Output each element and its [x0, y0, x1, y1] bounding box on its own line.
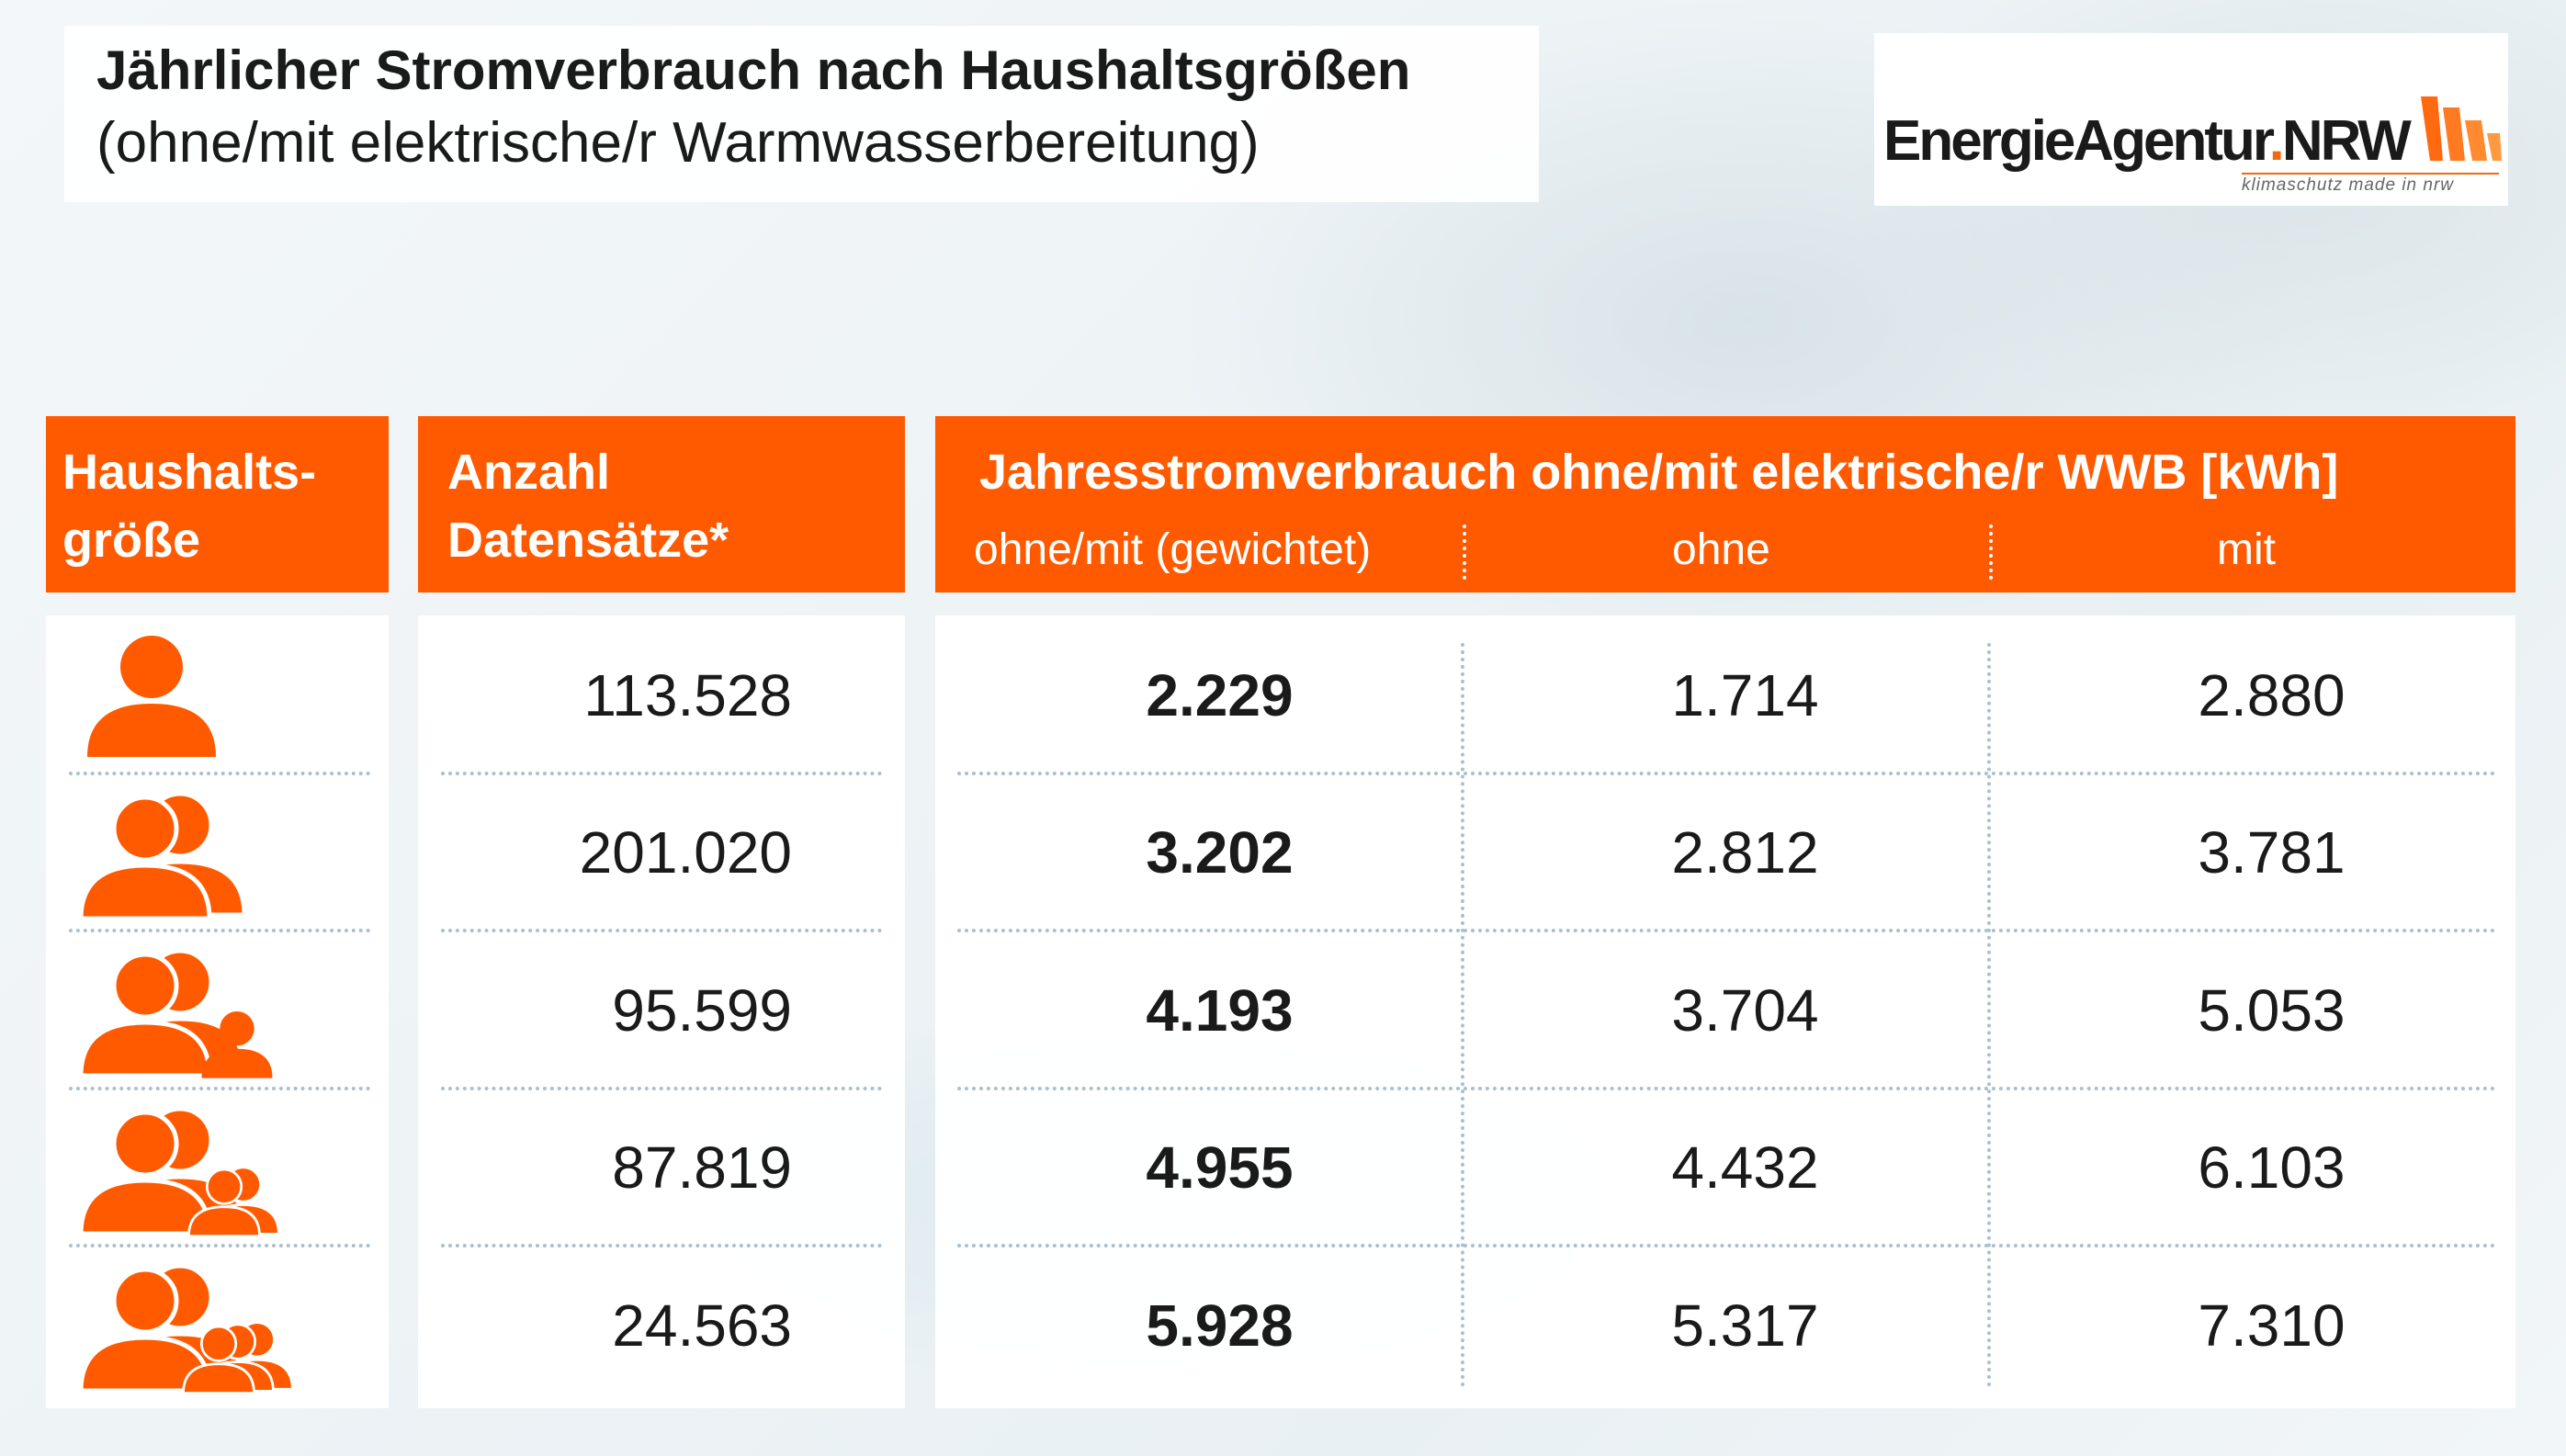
- header-household-size-line1: Haushalts-: [62, 445, 317, 500]
- household-size-icon: [64, 626, 367, 778]
- household-size-icon: [64, 942, 367, 1093]
- ohne-cell: 3.704: [1671, 976, 1819, 1044]
- weighted-cell: 4.193: [1146, 976, 1294, 1044]
- header-sub-weighted: ohne/mit (gewichtet): [974, 525, 1372, 574]
- row-separator: [69, 1244, 370, 1247]
- ohne-cell: 4.432: [1671, 1134, 1819, 1202]
- header-separator-2: [1989, 525, 1993, 580]
- row-separator: [957, 1086, 2496, 1090]
- row-separator: [69, 771, 370, 775]
- weighted-cell: 2.229: [1146, 661, 1294, 728]
- header-consumption-title: Jahresstromverbrauch ohne/mit elektrisch…: [979, 445, 2339, 500]
- person-2-icon: [78, 791, 247, 920]
- title-box: [64, 26, 1539, 202]
- records-cell: 24.563: [612, 1292, 792, 1359]
- header-records-line2: Datensätze*: [447, 513, 729, 568]
- person-4-icon: [78, 1106, 280, 1237]
- logo-wordmark: EnergieAgentur.NRW: [1883, 109, 2412, 173]
- weighted-cell: 4.955: [1146, 1134, 1294, 1202]
- column-separator-1: [1461, 643, 1464, 1387]
- header-household-size-line2: größe: [62, 513, 201, 568]
- row-separator: [441, 929, 882, 932]
- mit-cell: 7.310: [2198, 1292, 2346, 1359]
- row-separator: [441, 771, 882, 775]
- header-records: Anzahl Datensätze*: [418, 416, 905, 593]
- row-separator: [69, 929, 370, 932]
- logo-tagline: klimaschutz made in nrw: [2242, 175, 2455, 195]
- page-title: Jährlicher Stromverbrauch nach Haushalts…: [96, 40, 1411, 101]
- household-size-icon: [64, 1257, 367, 1408]
- header-consumption: Jahresstromverbrauch ohne/mit elektrisch…: [935, 416, 2515, 593]
- panel-consumption: [935, 615, 2515, 1408]
- row-separator: [957, 929, 2496, 932]
- ohne-cell: 2.812: [1671, 819, 1819, 886]
- row-separator: [441, 1244, 882, 1247]
- weighted-cell: 5.928: [1146, 1292, 1294, 1359]
- mit-cell: 3.781: [2198, 819, 2346, 886]
- records-cell: 87.819: [612, 1134, 792, 1202]
- column-separator-2: [1987, 643, 1991, 1387]
- ohne-cell: 5.317: [1671, 1292, 1819, 1359]
- weighted-cell: 3.202: [1146, 819, 1294, 886]
- person-5-icon: [78, 1263, 294, 1394]
- panel-records: [418, 615, 905, 1408]
- row-separator: [957, 771, 2496, 775]
- ohne-cell: 1.714: [1671, 661, 1819, 728]
- logo: [1874, 33, 2508, 206]
- row-separator: [441, 1086, 882, 1090]
- header-separator-1: [1463, 525, 1466, 580]
- mit-cell: 6.103: [2198, 1134, 2346, 1202]
- header-sub-mit: mit: [2217, 525, 2276, 574]
- header-sub-ohne: ohne: [1672, 525, 1770, 574]
- person-3-icon: [78, 948, 273, 1078]
- header-records-line1: Anzahl: [447, 445, 611, 500]
- mit-cell: 2.880: [2198, 661, 2346, 728]
- page-subtitle: (ohne/mit elektrische/r Warmwasserbereit…: [96, 111, 1260, 175]
- row-separator: [957, 1244, 2496, 1247]
- mit-cell: 5.053: [2198, 976, 2346, 1044]
- person-1-icon: [87, 636, 216, 757]
- row-separator: [69, 1086, 370, 1090]
- records-cell: 95.599: [612, 976, 792, 1044]
- header-household-size: Haushalts- größe: [46, 416, 389, 593]
- household-size-icon: [64, 1100, 367, 1251]
- logo-underline: [2242, 173, 2499, 175]
- records-cell: 201.020: [579, 819, 792, 886]
- household-size-icon: [64, 784, 367, 936]
- logo-mark-icon: [2421, 96, 2502, 161]
- records-cell: 113.528: [583, 661, 792, 728]
